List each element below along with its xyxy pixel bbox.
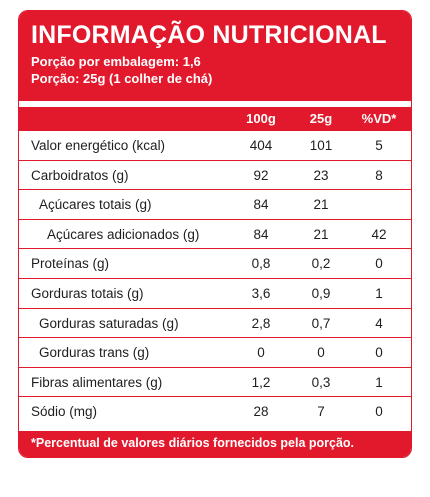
value-vd: 1 xyxy=(375,285,383,301)
table-row: Gorduras saturadas (g) 2,8 0,7 4 xyxy=(19,309,411,339)
table-row: Gorduras totais (g) 3,6 0,9 1 xyxy=(19,279,411,309)
value-25g: 21 xyxy=(313,226,329,242)
table-row: Gorduras trans (g) 0 0 0 xyxy=(19,338,411,368)
table-row: Valor energético (kcal) 404 101 5 xyxy=(19,131,411,161)
nutrition-facts-panel: INFORMAÇÃO NUTRICIONAL Porção por embala… xyxy=(18,10,412,458)
value-25g: 101 xyxy=(309,138,333,153)
value-100g: 2,8 xyxy=(251,315,271,331)
table-row: Carboidratos (g) 92 23 8 xyxy=(19,161,411,191)
value-vd: 42 xyxy=(371,226,387,242)
nutrient-label: Açúcares adicionados (g) xyxy=(47,226,200,242)
value-vd: 5 xyxy=(375,138,383,153)
value-vd: 1 xyxy=(375,374,383,390)
value-100g: 84 xyxy=(253,197,269,213)
table-row: Sódio (mg) 28 7 0 xyxy=(19,397,411,427)
servings-per-package: Porção por embalagem: 1,6 xyxy=(31,54,201,69)
nutrient-label: Gorduras saturadas (g) xyxy=(39,315,179,331)
value-25g: 0,9 xyxy=(311,285,331,301)
serving-size: Porção: 25g (1 colher de chá) xyxy=(31,71,213,86)
nutrient-label: Valor energético (kcal) xyxy=(31,138,166,153)
column-header-row: 100g 25g %VD* xyxy=(19,107,411,131)
value-100g: 0,8 xyxy=(251,256,271,272)
nutrient-label: Fibras alimentares (g) xyxy=(31,374,163,390)
nutrient-label: Sódio (mg) xyxy=(31,404,98,420)
column-header-100g: 100g xyxy=(246,111,276,126)
value-vd: 8 xyxy=(375,167,383,183)
page-title: INFORMAÇÃO NUTRICIONAL xyxy=(31,21,387,49)
nutrient-table: Valor energético (kcal) 404 101 5 Carboi… xyxy=(19,131,411,427)
value-vd: 4 xyxy=(375,315,383,331)
value-100g: 92 xyxy=(253,167,269,183)
footnote: *Percentual de valores diários fornecido… xyxy=(31,436,355,450)
value-100g: 3,6 xyxy=(251,285,271,301)
value-100g: 84 xyxy=(253,226,269,242)
value-vd: 0 xyxy=(375,256,383,272)
nutrient-label: Carboidratos (g) xyxy=(31,167,129,183)
nutrient-label: Proteínas (g) xyxy=(31,256,110,272)
column-header-25g: 25g xyxy=(309,111,333,126)
nutrition-header: INFORMAÇÃO NUTRICIONAL Porção por embala… xyxy=(19,11,411,101)
column-header-vd: %VD* xyxy=(361,111,397,126)
nutrient-label: Gorduras totais (g) xyxy=(31,285,144,301)
value-25g: 0,2 xyxy=(311,256,331,272)
value-25g: 21 xyxy=(313,197,329,213)
value-25g: 0,3 xyxy=(311,374,331,390)
value-25g: 23 xyxy=(313,167,329,183)
table-row: Fibras alimentares (g) 1,2 0,3 1 xyxy=(19,368,411,398)
table-row: Açúcares totais (g) 84 21 xyxy=(19,190,411,220)
value-25g: 7 xyxy=(317,404,325,420)
value-25g: 0,7 xyxy=(311,315,331,331)
value-100g: 404 xyxy=(249,138,273,153)
value-100g: 1,2 xyxy=(251,374,271,390)
value-100g: 28 xyxy=(253,404,269,420)
value-vd: 0 xyxy=(375,345,383,361)
nutrient-label: Gorduras trans (g) xyxy=(39,345,150,361)
value-vd: 0 xyxy=(375,404,383,420)
nutrient-label: Açúcares totais (g) xyxy=(39,197,152,213)
table-row: Açúcares adicionados (g) 84 21 42 xyxy=(19,220,411,250)
footnote-bar: *Percentual de valores diários fornecido… xyxy=(19,431,411,457)
table-row: Proteínas (g) 0,8 0,2 0 xyxy=(19,249,411,279)
value-100g: 0 xyxy=(257,345,265,361)
value-25g: 0 xyxy=(317,345,325,361)
